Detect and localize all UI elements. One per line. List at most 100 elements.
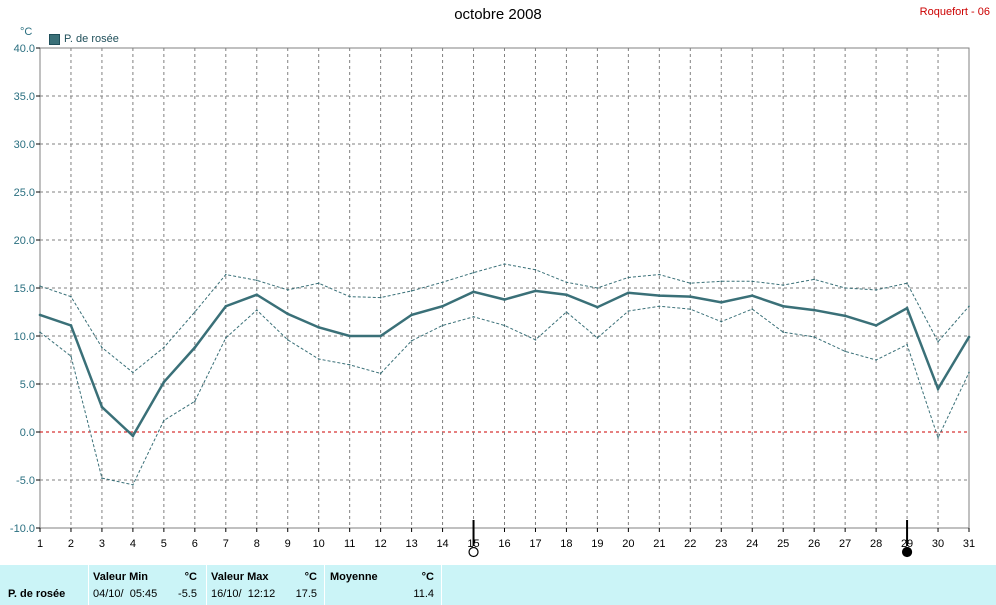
x-tick-label: 30 (932, 538, 944, 550)
envelope-point (751, 280, 754, 283)
envelope-point (875, 289, 877, 291)
envelope-point (658, 305, 661, 308)
x-tick-label: 18 (560, 538, 572, 550)
x-tick-label: 17 (529, 538, 541, 550)
envelope-point (194, 400, 196, 403)
envelope-point (844, 350, 846, 353)
avg-value: 11.4 (413, 588, 434, 600)
envelope-point (565, 281, 568, 284)
envelope-point (379, 296, 382, 299)
envelope-point (627, 310, 630, 312)
x-tick-label: 28 (870, 538, 882, 550)
chart-title: octobre 2008 (454, 6, 542, 23)
line-chart: 40.0 35.0 30.0 25.0 20.0 15.0 10.0 5.0 0.0 -5.0 -1… (10, 43, 975, 558)
envelope-point (472, 271, 475, 274)
x-tick-label: 19 (591, 538, 603, 550)
x-tick-label: 8 (254, 538, 260, 550)
envelope-point (132, 371, 134, 374)
x-tick-label: 16 (498, 538, 510, 550)
x-tick-label: 5 (161, 538, 167, 550)
x-tick-label: 27 (839, 538, 851, 550)
data-point (596, 305, 599, 309)
avg-header: Moyenne (330, 571, 378, 583)
data-point (781, 304, 785, 308)
y-tick-label: 40.0 (14, 43, 35, 55)
max-header: Valeur Max (211, 571, 269, 583)
x-tick-label: 4 (130, 538, 136, 550)
x-tick-label: 7 (223, 538, 229, 550)
x-tick-label: 24 (746, 538, 758, 550)
data-point (193, 346, 197, 349)
envelope-point (70, 295, 72, 298)
y-tick-label: -10.0 (10, 523, 35, 535)
envelope-point (875, 359, 877, 361)
data-point (162, 380, 166, 384)
envelope-point (751, 308, 754, 310)
min-unit: °C (184, 571, 197, 583)
min-header: Valeur Min (93, 571, 149, 583)
envelope-point (39, 331, 41, 333)
y-tick-label: 20.0 (14, 235, 35, 247)
max-value: 17.5 (295, 588, 317, 600)
y-tick-label: 25.0 (14, 187, 35, 199)
summary-min-cell: Valeur Min °C 04/10/ 05:45 -5.5 (93, 565, 201, 605)
summary-max-cell: Valeur Max °C 16/10/ 12:12 17.5 (211, 565, 319, 605)
envelope-point (906, 282, 908, 285)
station-name: Roquefort - 06 (919, 6, 990, 18)
data-point (534, 289, 537, 293)
summary-panel (0, 565, 996, 605)
envelope-point (70, 355, 72, 357)
y-tick-label: 15.0 (14, 283, 35, 295)
envelope-point (225, 273, 227, 276)
full-moon-icon (468, 546, 479, 558)
envelope-point (782, 284, 784, 286)
envelope-point (689, 308, 692, 310)
envelope-point (596, 287, 599, 289)
x-tick-label: 11 (344, 538, 355, 550)
data-point (410, 313, 413, 317)
data-point (565, 293, 568, 297)
envelope-point (286, 289, 289, 291)
envelope-point (441, 324, 444, 327)
data-point (131, 434, 135, 438)
x-tick-label: 25 (777, 538, 789, 550)
avg-unit: °C (421, 571, 434, 583)
summary-series-label: P. de rosée (8, 588, 66, 600)
envelope-point (39, 285, 41, 287)
envelope-point (441, 281, 444, 284)
y-tick-label: 5.0 (20, 379, 35, 391)
envelope-point (968, 305, 970, 308)
x-tick-label: 22 (684, 538, 696, 550)
envelope-point (720, 280, 723, 283)
x-tick-label: 3 (99, 538, 105, 550)
x-tick-label: 23 (715, 538, 727, 550)
envelope-point (255, 309, 258, 311)
data-point (317, 326, 321, 329)
data-point (379, 334, 382, 338)
envelope-point (782, 331, 784, 333)
x-tick-label: 9 (285, 538, 291, 550)
envelope-point (101, 346, 103, 349)
envelope-point (720, 320, 723, 323)
envelope-point (503, 324, 506, 327)
min-date: 04/10/ 05:45 (93, 588, 158, 600)
envelope-point (937, 340, 939, 343)
summary-separator (324, 565, 325, 605)
data-point (658, 294, 661, 297)
data-point (689, 295, 692, 298)
max-unit: °C (304, 571, 317, 583)
y-tick-label: 0.0 (20, 427, 35, 439)
legend-swatch (49, 33, 60, 45)
envelope-point (163, 346, 165, 349)
x-tick-label: 10 (313, 538, 325, 550)
x-tick-label: 12 (375, 538, 387, 550)
data-point (100, 405, 104, 409)
data-point (812, 308, 816, 312)
data-point (874, 324, 878, 327)
data-point (905, 306, 909, 310)
envelope-point (844, 287, 846, 289)
summary-separator (441, 565, 442, 605)
summary-separator (88, 565, 89, 605)
data-point (936, 387, 940, 391)
envelope-point (348, 295, 351, 298)
